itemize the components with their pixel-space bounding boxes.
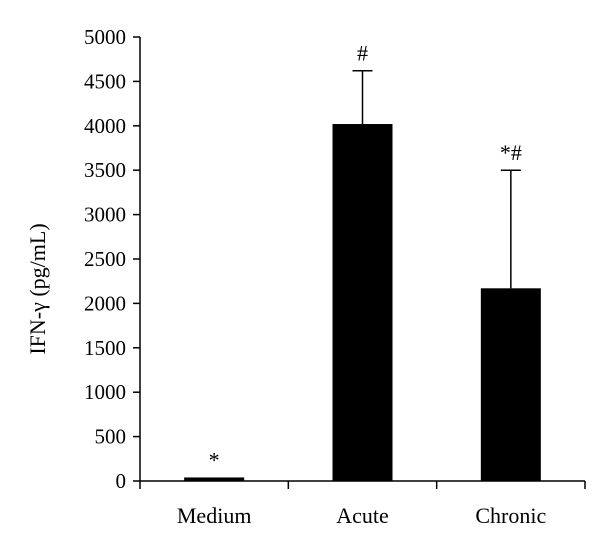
- annotation-acute: #: [357, 41, 368, 66]
- y-tick-label: 4000: [84, 114, 126, 138]
- y-tick-label: 1500: [84, 336, 126, 360]
- annotation-medium: *: [209, 447, 220, 472]
- bar-chronic: [480, 288, 541, 481]
- bars: [184, 69, 541, 482]
- y-tick-label: 500: [95, 425, 127, 449]
- y-tick-label: 2500: [84, 247, 126, 271]
- y-tick-label: 3000: [84, 203, 126, 227]
- y-tick-label: 1000: [84, 380, 126, 404]
- labels: *#*#IFN-γ (pg/mL): [25, 41, 522, 473]
- y-tick-label: 5000: [84, 25, 126, 49]
- x-tick-label-acute: Acute: [336, 503, 389, 528]
- annotation-chronic: *#: [500, 140, 522, 165]
- bar-acute: [332, 124, 393, 482]
- y-axis: 0 500 1000 1500 2000 2500 3000 3500 4000 4500 5000: [84, 25, 141, 493]
- y-tick-label: 2000: [84, 291, 126, 315]
- bar-medium: [184, 477, 245, 481]
- y-axis-label: IFN-γ (pg/mL): [25, 223, 50, 354]
- x-tick-label-chronic: Chronic: [475, 503, 546, 528]
- y-tick-label: 0: [116, 469, 127, 493]
- x-axis: Medium Acute Chronic: [139, 480, 586, 528]
- y-tick-label: 3500: [84, 158, 126, 182]
- x-tick-label-medium: Medium: [177, 503, 252, 528]
- y-tick-label: 4500: [84, 69, 126, 93]
